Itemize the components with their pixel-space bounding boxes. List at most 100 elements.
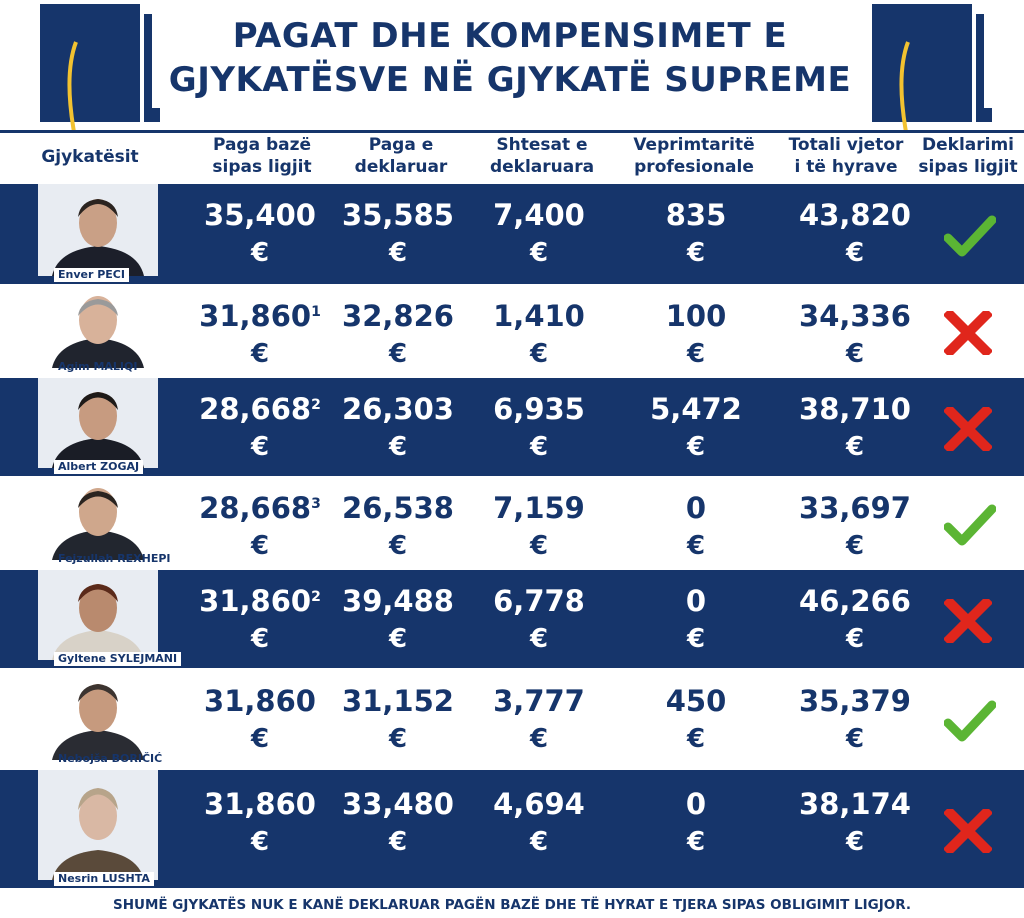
judge-photo (38, 770, 158, 880)
header-declared-pay: Paga e deklaruar (346, 134, 456, 182)
value-total: 33,697 (799, 491, 911, 525)
court-logo-left (40, 4, 160, 133)
cell-declared-pay: 26,538 € (336, 491, 460, 561)
value-professional: 835 (665, 198, 727, 232)
table-row: Nesrin LUSHTA 31,860 €33,480 €4,694 €0 €38,17… (0, 770, 1024, 888)
x-icon (942, 403, 994, 455)
header-total-line2: i të hyrave (794, 157, 898, 177)
value-total: 34,336 (799, 299, 911, 333)
cell-allowances: 6,778 € (474, 584, 604, 654)
title-line-1: PAGAT DHE KOMPENSIMET E (232, 16, 788, 56)
currency-symbol: € (388, 531, 408, 561)
cell-declared-pay: 33,480 € (336, 787, 460, 857)
check-icon (943, 503, 997, 551)
value-base-pay: 28,668 (199, 392, 312, 426)
currency-symbol: € (845, 531, 865, 561)
currency-symbol: € (388, 827, 408, 857)
cell-professional: 0 € (626, 787, 766, 857)
value-declared-pay: 39,488 (342, 584, 454, 618)
currency-symbol: € (686, 724, 706, 754)
value-total: 46,266 (799, 584, 911, 618)
currency-symbol: € (388, 624, 408, 654)
judge-name: Enver PECI (54, 268, 129, 282)
judge-photo (38, 286, 158, 368)
currency-symbol: € (845, 624, 865, 654)
cell-declared-pay: 35,585 € (336, 198, 460, 268)
value-allowances: 3,777 (493, 684, 585, 718)
cell-declared-pay: 26,303 € (336, 392, 460, 462)
value-professional: 450 (665, 684, 727, 718)
currency-symbol: € (529, 238, 549, 268)
value-allowances: 7,400 (493, 198, 585, 232)
footnote-marker: 2 (311, 589, 321, 605)
currency-symbol: € (686, 624, 706, 654)
judge-photo (38, 184, 158, 276)
footnote-marker: 3 (311, 496, 321, 512)
currency-symbol: € (250, 238, 270, 268)
currency-symbol: € (686, 827, 706, 857)
cell-base-pay: 31,860 € (190, 684, 330, 754)
value-total: 38,174 (799, 787, 911, 821)
header-professional-line2: profesionale (634, 157, 754, 177)
value-declared-pay: 33,480 (342, 787, 454, 821)
currency-symbol: € (250, 827, 270, 857)
currency-symbol: € (250, 724, 270, 754)
header-declaration-line1: Deklarimi (922, 135, 1014, 155)
value-allowances: 4,694 (493, 787, 585, 821)
table-header: Gjykatësit Paga bazë sipas ligjit Paga e… (0, 134, 1024, 182)
cell-declared-pay: 31,152 € (336, 684, 460, 754)
header-base-pay-line1: Paga bazë (212, 135, 312, 155)
table-row: Gyltene SYLEJMANI 31,8602 €39,488 €6,778 €0 €… (0, 570, 1024, 668)
footer-note: SHUMË GJYKATËS NUK E KANË DEKLARUAR PAGË… (112, 897, 912, 913)
check-icon (943, 214, 997, 262)
value-allowances: 6,778 (493, 584, 585, 618)
cell-allowances: 1,410 € (474, 299, 604, 369)
cell-allowances: 7,400 € (474, 198, 604, 268)
currency-symbol: € (686, 238, 706, 268)
cell-allowances: 4,694 € (474, 787, 604, 857)
table-row: Nebojša BORIČIĆ 31,860 €31,152 €3,777 €450 €3… (0, 670, 1024, 768)
currency-symbol: € (845, 238, 865, 268)
x-icon (942, 805, 994, 857)
value-base-pay: 31,860 (199, 299, 312, 333)
cell-professional: 835 € (626, 198, 766, 268)
value-declared-pay: 35,585 (342, 198, 454, 232)
value-declared-pay: 26,303 (342, 392, 454, 426)
value-declared-pay: 32,826 (342, 299, 454, 333)
value-total: 38,710 (799, 392, 911, 426)
judge-photo (38, 478, 158, 560)
header-divider (0, 130, 1024, 133)
footnote-marker: 2 (311, 397, 321, 413)
cell-declared-pay: 32,826 € (336, 299, 460, 369)
cell-allowances: 7,159 € (474, 491, 604, 561)
value-professional: 5,472 (650, 392, 742, 426)
header-base-pay-line2: sipas ligjit (212, 157, 312, 177)
cell-allowances: 3,777 € (474, 684, 604, 754)
cell-professional: 100 € (626, 299, 766, 369)
currency-symbol: € (686, 339, 706, 369)
value-professional: 100 (665, 299, 727, 333)
header-declared-pay-line2: deklaruar (354, 157, 448, 177)
currency-symbol: € (845, 339, 865, 369)
court-logo-right (872, 4, 992, 133)
cell-base-pay: 35,400 € (190, 198, 330, 268)
value-base-pay: 31,860 (204, 684, 316, 718)
cell-total: 46,266 € (784, 584, 926, 654)
judge-photo (38, 670, 158, 760)
cell-base-pay: 31,8601 € (190, 299, 330, 369)
currency-symbol: € (388, 432, 408, 462)
table-row: Fejzullah REXHEPI 28,6683 €26,538 €7,159 €0 €… (0, 478, 1024, 568)
table-row: Agim MALIQI 31,8601 €32,826 €1,410 €100 €34,3… (0, 286, 1024, 376)
header-judges: Gjykatësit (41, 147, 139, 167)
judge-name: Agim MALIQI (58, 360, 138, 373)
value-allowances: 6,935 (493, 392, 585, 426)
currency-symbol: € (529, 432, 549, 462)
currency-symbol: € (250, 531, 270, 561)
cell-total: 33,697 € (784, 491, 926, 561)
cell-total: 34,336 € (784, 299, 926, 369)
judge-name: Nesrin LUSHTA (54, 872, 154, 886)
currency-symbol: € (686, 531, 706, 561)
currency-symbol: € (845, 432, 865, 462)
value-professional: 0 (685, 787, 707, 821)
currency-symbol: € (388, 238, 408, 268)
